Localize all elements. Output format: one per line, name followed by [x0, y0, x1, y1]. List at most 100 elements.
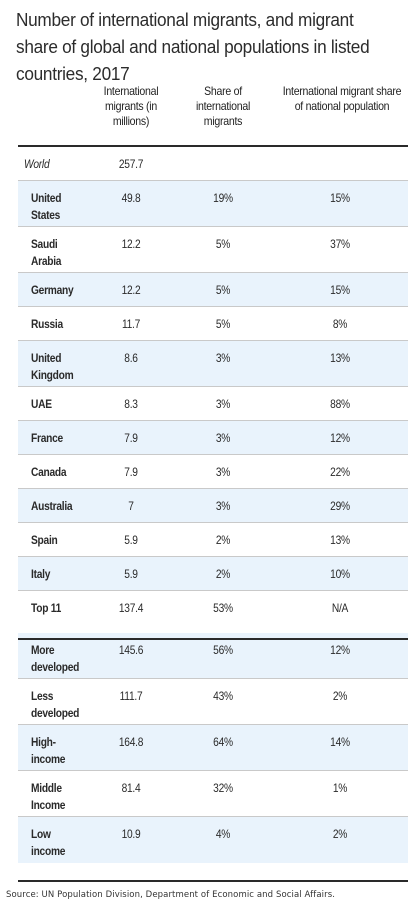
row-divider — [18, 386, 408, 387]
country-label: More developed — [31, 643, 80, 674]
national-share-value: 2% — [332, 827, 348, 841]
migrants-value: 145.6 — [118, 643, 144, 657]
migrants-value: 81.4 — [121, 781, 141, 795]
share-value: 56% — [213, 643, 233, 657]
country-label: Less developed — [31, 689, 80, 720]
table-row: Low income 10.9 4% 2% — [18, 817, 408, 863]
country-label: Saudi Arabia — [31, 237, 62, 268]
table-row: Saudi Arabia 12.2 5% 37% — [18, 227, 408, 273]
migrants-value: 137.4 — [118, 601, 144, 615]
country-label: Russia — [31, 317, 63, 331]
migrants-value: 12.2 — [121, 283, 141, 297]
migrants-value: 10.9 — [121, 827, 141, 841]
row-divider — [18, 488, 408, 489]
table-row: UAE 8.3 3% 88% — [18, 387, 408, 421]
row-divider — [18, 770, 408, 771]
row-divider — [18, 272, 408, 273]
section-rule — [18, 638, 408, 640]
share-value: 32% — [213, 781, 233, 795]
share-value: 5% — [215, 237, 231, 251]
share-value: 19% — [213, 191, 233, 205]
national-share-value: 15% — [330, 283, 350, 297]
country-label: Low income — [31, 827, 66, 858]
row-divider — [18, 180, 408, 181]
migrants-value: 8.6 — [124, 351, 138, 365]
share-value: 3% — [215, 499, 231, 513]
share-value: 4% — [215, 827, 231, 841]
migrants-value: 11.7 — [121, 317, 141, 331]
column-header-migrants: International migrants (in millions) — [103, 84, 159, 128]
row-divider — [18, 522, 408, 523]
migrants-value: 7 — [128, 499, 134, 513]
share-value: 5% — [215, 317, 231, 331]
row-divider — [18, 340, 408, 341]
national-share-value: 8% — [332, 317, 348, 331]
row-divider — [18, 556, 408, 557]
share-value: 64% — [213, 735, 233, 749]
header-rule — [18, 145, 408, 147]
table-row: United States 49.8 19% 15% — [18, 181, 408, 227]
national-share-value: 2% — [332, 689, 348, 703]
table-row: United Kingdom 8.6 3% 13% — [18, 341, 408, 387]
national-share-value: N/A — [331, 601, 349, 615]
migrants-value: 7.9 — [124, 465, 138, 479]
migrants-value: 8.3 — [124, 397, 138, 411]
national-share-value: 1% — [332, 781, 348, 795]
migrants-value: 5.9 — [124, 533, 138, 547]
national-share-value: 37% — [330, 237, 350, 251]
share-value: 43% — [213, 689, 233, 703]
country-label: United States — [31, 191, 62, 222]
row-divider — [18, 306, 408, 307]
migrants-value: 7.9 — [124, 431, 138, 445]
migrants-value: 164.8 — [118, 735, 144, 749]
table-row: Spain 5.9 2% 13% — [18, 523, 408, 557]
national-share-value: 13% — [330, 351, 350, 365]
share-value: 3% — [215, 431, 231, 445]
migrants-value: 49.8 — [121, 191, 141, 205]
country-label: Italy — [31, 567, 51, 581]
table-row: World 257.7 — [18, 147, 408, 181]
share-value: 53% — [213, 601, 233, 615]
share-value: 2% — [215, 533, 231, 547]
table-row: More developed 145.6 56% 12% — [18, 633, 408, 679]
share-value: 5% — [215, 283, 231, 297]
row-divider — [18, 816, 408, 817]
row-divider — [18, 590, 408, 591]
national-share-value: 12% — [330, 431, 350, 445]
table-row: Less developed 111.7 43% 2% — [18, 679, 408, 725]
country-label: Germany — [31, 283, 74, 297]
migrants-value: 257.7 — [118, 157, 144, 171]
national-share-value: 14% — [330, 735, 350, 749]
country-label: Canada — [31, 465, 67, 479]
table-row: France 7.9 3% 12% — [18, 421, 408, 455]
table-row: Canada 7.9 3% 22% — [18, 455, 408, 489]
national-share-value: 29% — [330, 499, 350, 513]
country-label: France — [31, 431, 63, 445]
national-share-value: 12% — [330, 643, 350, 657]
column-header-share: Share of international migrants — [195, 84, 251, 128]
migrants-value: 5.9 — [124, 567, 138, 581]
country-label: Middle Income — [31, 781, 66, 812]
share-value: 3% — [215, 397, 231, 411]
migrants-value: 12.2 — [121, 237, 141, 251]
migrants-value: 111.7 — [119, 689, 143, 703]
table-row: High-income 164.8 64% 14% — [18, 725, 408, 771]
national-share-value: 15% — [330, 191, 350, 205]
country-label: Australia — [31, 499, 73, 513]
national-share-value: 13% — [330, 533, 350, 547]
row-divider — [18, 678, 408, 679]
table-row: Top 11 137.4 53% N/A — [18, 591, 408, 629]
national-share-value: 22% — [330, 465, 350, 479]
table-row: Russia 11.7 5% 8% — [18, 307, 408, 341]
row-divider — [18, 724, 408, 725]
country-label: World — [24, 157, 50, 171]
row-divider — [18, 226, 408, 227]
table-row: Australia 7 3% 29% — [18, 489, 408, 523]
row-divider — [18, 420, 408, 421]
national-share-value: 10% — [330, 567, 350, 581]
share-value: 2% — [215, 567, 231, 581]
table-header: International migrants (in millions) Sha… — [18, 84, 408, 144]
country-label: Spain — [31, 533, 58, 547]
country-label: Top 11 — [31, 601, 62, 615]
column-header-national-share: International migrant share of national … — [282, 84, 402, 113]
